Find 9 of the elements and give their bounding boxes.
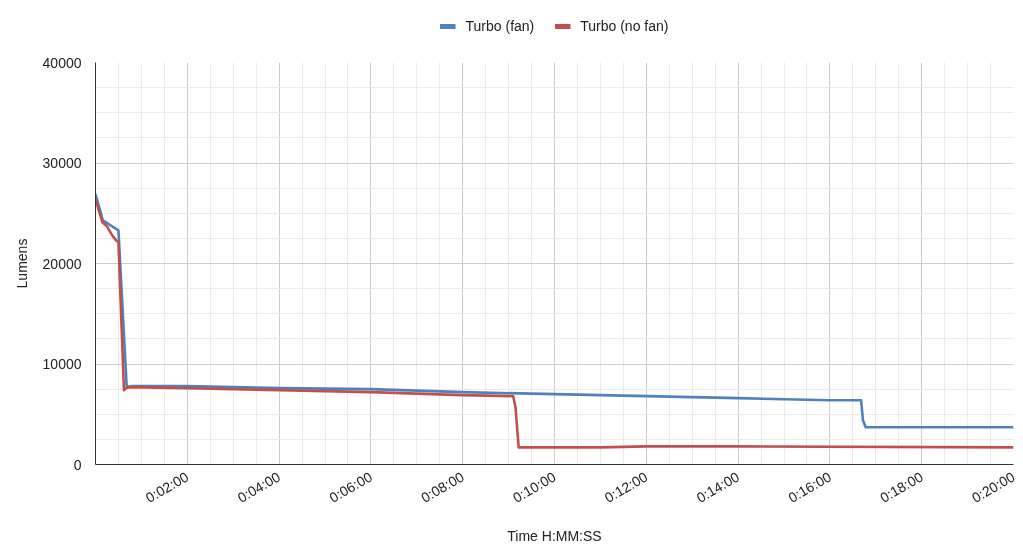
y-tick-label: 20000 (42, 255, 82, 272)
y-axis-title: Lumens (13, 238, 30, 289)
y-tick-label: 30000 (42, 155, 82, 171)
y-tick-label: 0 (73, 456, 82, 473)
legend-label: Turbo (fan) (465, 18, 535, 34)
y-tick-label: 10000 (42, 356, 82, 372)
x-axis-title: Time H:MM:SS (507, 527, 602, 544)
legend-label: Turbo (no fan) (580, 18, 669, 34)
y-tick-label: 40000 (42, 54, 82, 71)
